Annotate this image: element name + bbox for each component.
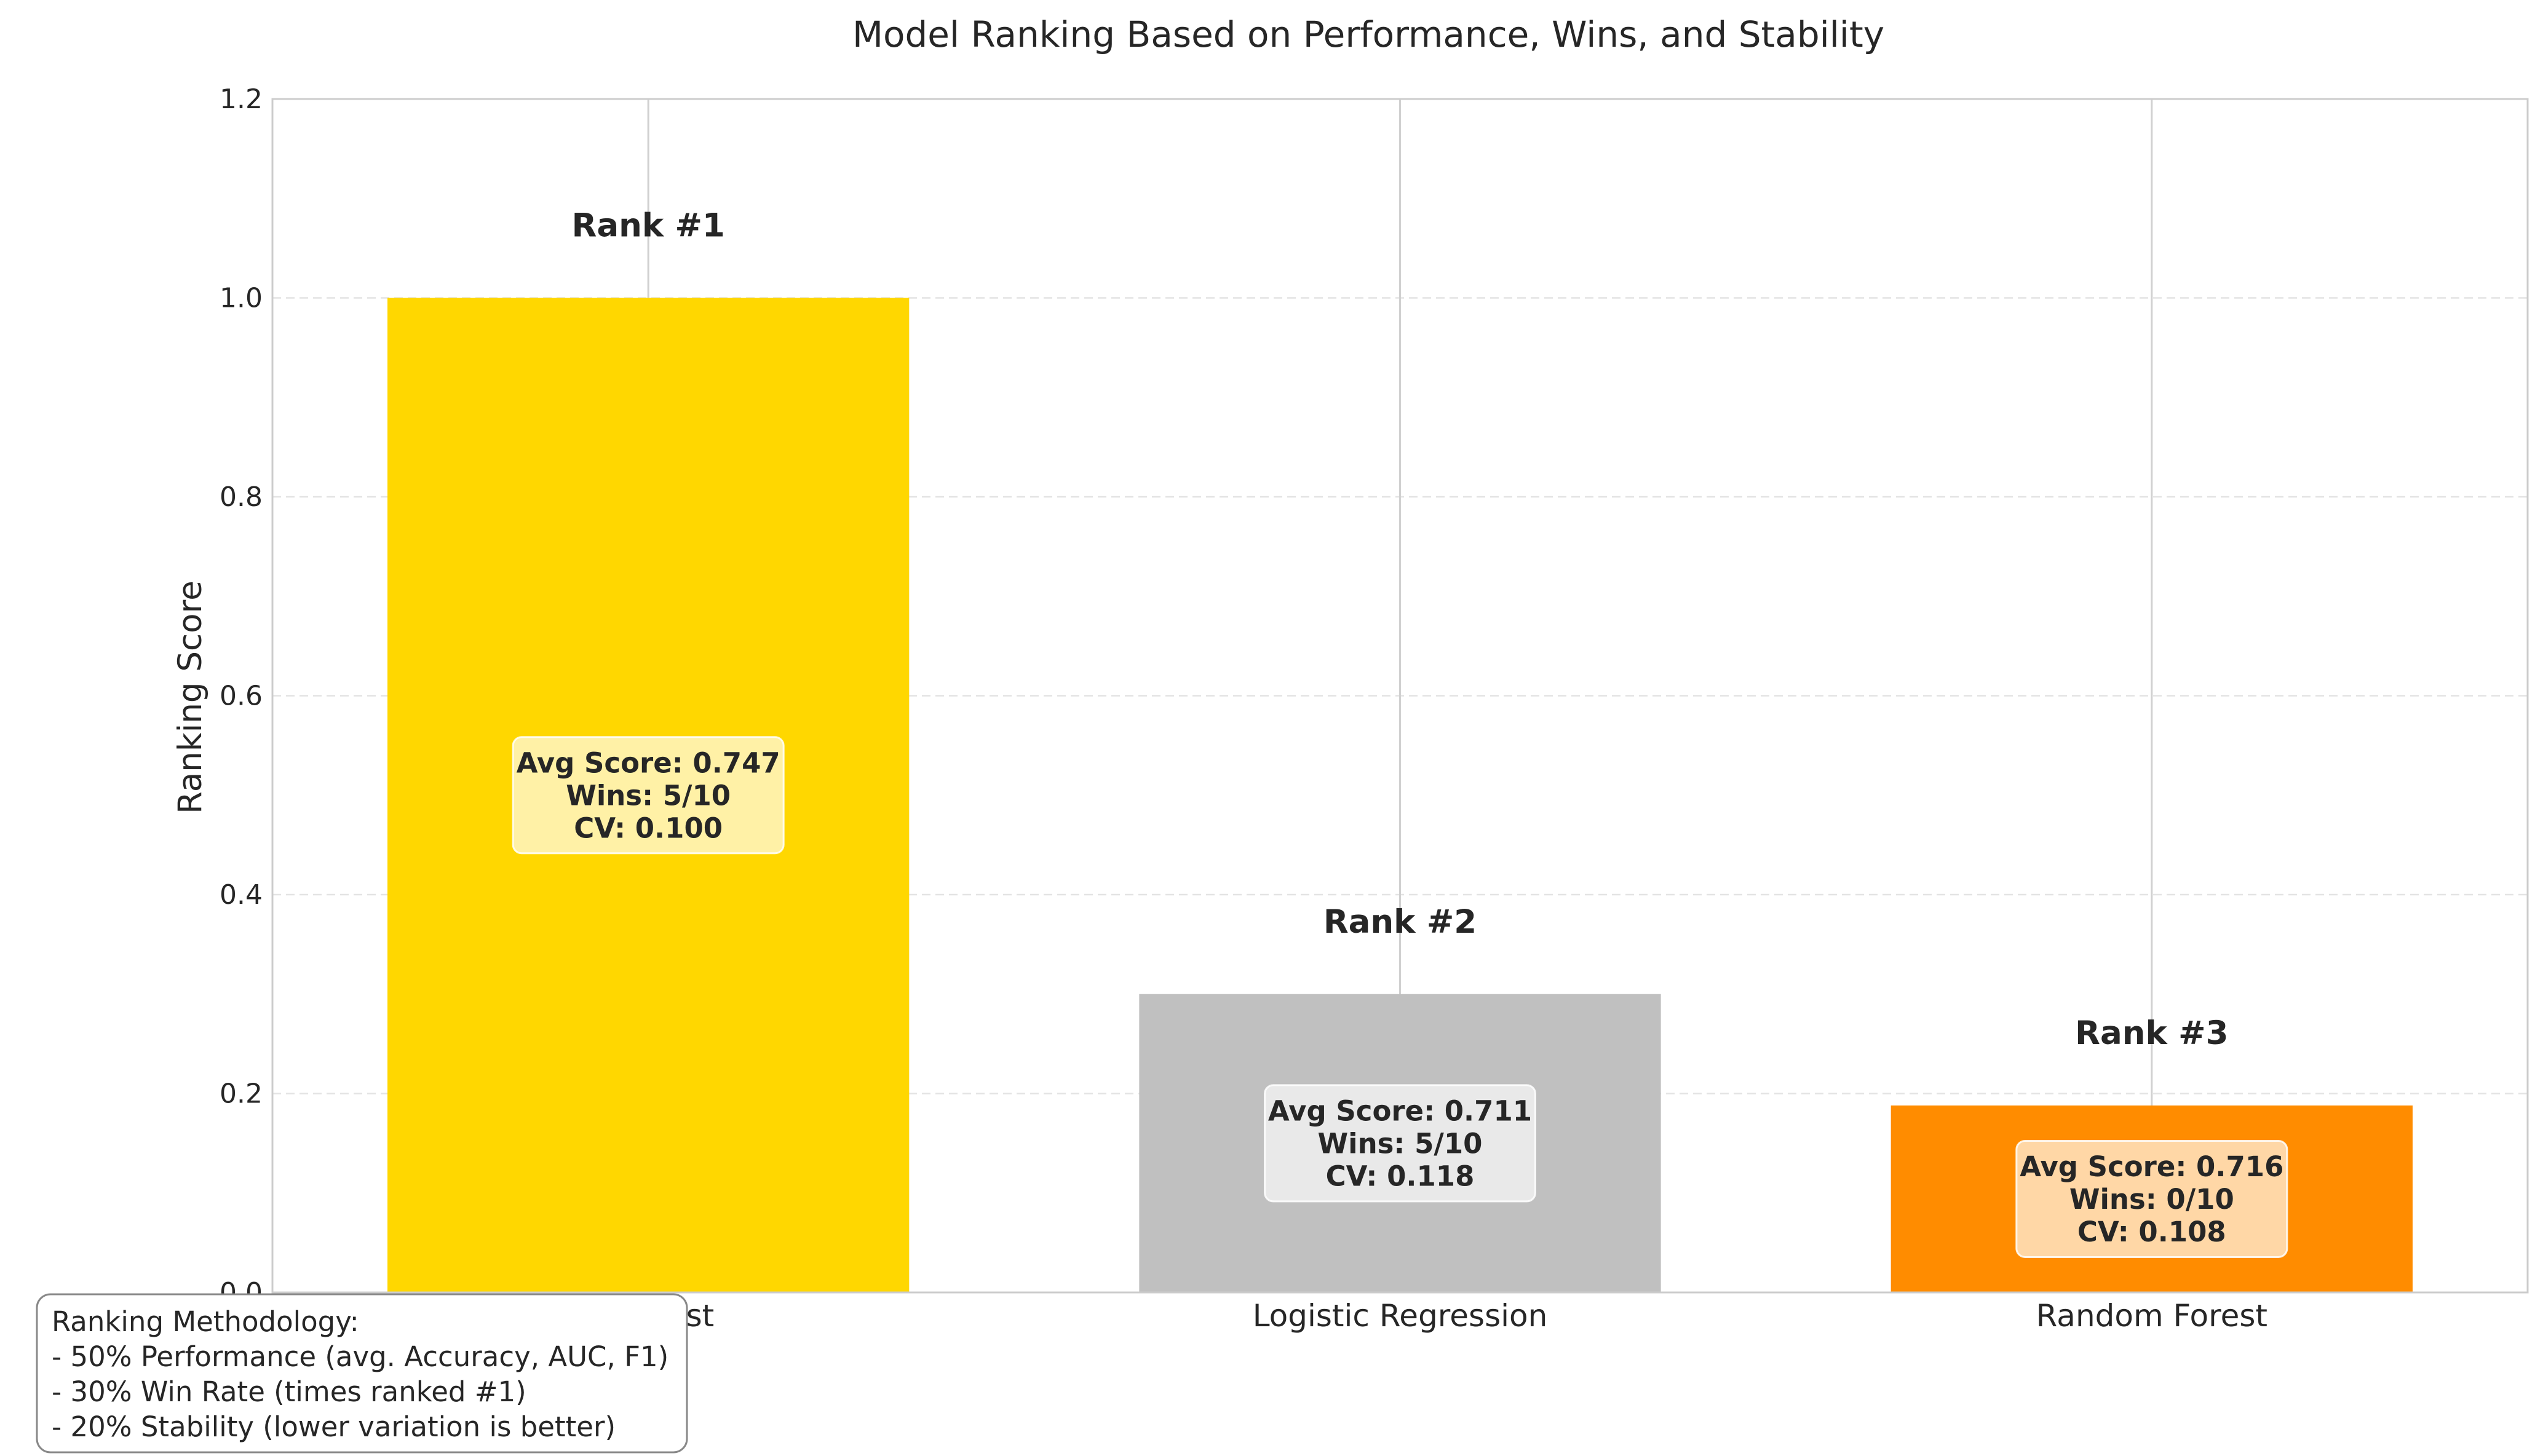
annotation-text: Wins: 0/10 — [2069, 1183, 2234, 1216]
chart-title: Model Ranking Based on Performance, Wins… — [852, 14, 1884, 55]
methodology-line: - 20% Stability (lower variation is bett… — [52, 1410, 616, 1443]
plot-frame — [271, 98, 2529, 1294]
y-axis-label: Ranking Score — [172, 580, 209, 814]
rank-label: Rank #3 — [2075, 1015, 2228, 1052]
methodology-line: Ranking Methodology: — [52, 1305, 359, 1338]
methodology-line: - 50% Performance (avg. Accuracy, AUC, F… — [52, 1340, 668, 1373]
annotation-text: Wins: 5/10 — [566, 779, 731, 812]
annotation-box — [1264, 1084, 1536, 1203]
y-tick-label: 0.6 — [220, 681, 263, 712]
y-tick-label: 0.2 — [220, 1078, 263, 1110]
annotation-text: CV: 0.118 — [1326, 1160, 1475, 1192]
y-tick-label: 0.8 — [220, 481, 263, 513]
annotation-box — [2015, 1139, 2288, 1258]
rank-label: Rank #1 — [572, 207, 725, 245]
y-tick-label: 1.2 — [220, 84, 263, 115]
x-tick-label: Logistic Regression — [1253, 1298, 1548, 1334]
y-tick-label: 1.0 — [220, 283, 263, 314]
methodology-line: - 30% Win Rate (times ranked #1) — [52, 1375, 526, 1408]
annotation-text: CV: 0.108 — [2077, 1216, 2226, 1248]
rank-label: Rank #2 — [1323, 903, 1477, 941]
annotation-text: Avg Score: 0.711 — [1268, 1094, 1532, 1127]
annotation-text: Avg Score: 0.747 — [517, 746, 780, 779]
methodology-box: Ranking Methodology:- 50% Performance (a… — [36, 1293, 688, 1454]
annotation-box — [512, 736, 785, 855]
methodology-frame — [36, 1293, 688, 1454]
annotation-text: CV: 0.100 — [574, 812, 723, 844]
x-tick-label: Random Forest — [2036, 1298, 2267, 1334]
annotation-text: Avg Score: 0.716 — [2020, 1150, 2283, 1183]
y-tick-label: 0.4 — [220, 879, 263, 911]
annotation-text: Wins: 5/10 — [1318, 1127, 1483, 1160]
y-ticks: 0.00.20.40.60.81.01.2 — [220, 84, 263, 1308]
